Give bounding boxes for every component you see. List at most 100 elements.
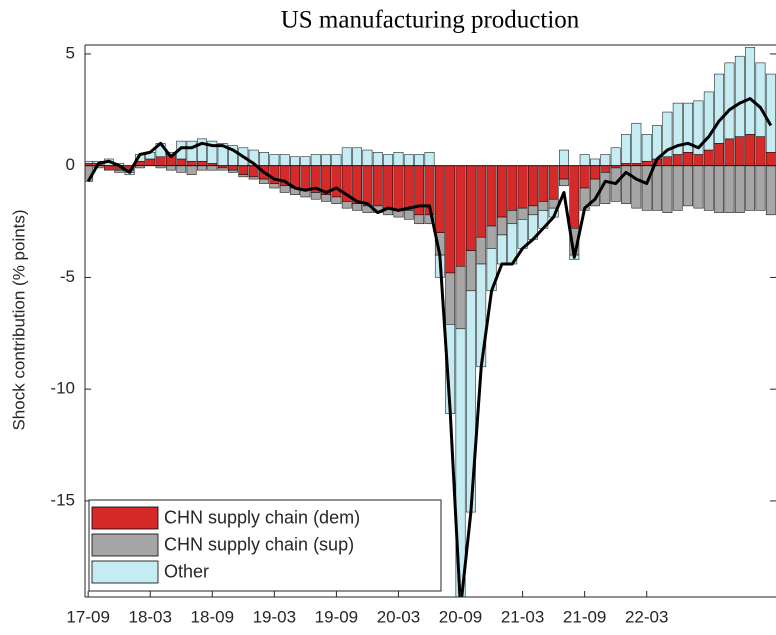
bar — [496, 234, 507, 265]
bar — [734, 165, 745, 213]
bar — [765, 152, 776, 166]
bar — [765, 73, 776, 153]
bar — [310, 154, 321, 166]
bar — [341, 147, 352, 166]
bar — [652, 125, 662, 160]
bar — [672, 165, 683, 211]
bar — [383, 154, 394, 166]
x-tick-label: 21-09 — [563, 607, 606, 626]
bar — [714, 73, 725, 144]
y-tick-label: -15 — [50, 490, 75, 509]
bar — [724, 62, 735, 140]
bar — [362, 149, 373, 166]
bar — [538, 201, 549, 211]
bar — [465, 250, 476, 292]
bar — [300, 165, 311, 191]
bar — [755, 165, 766, 211]
x-tick-label: 20-03 — [377, 607, 420, 626]
bar — [176, 158, 187, 166]
y-axis-label: Shock contribution (% points) — [9, 209, 28, 430]
bar — [465, 165, 476, 251]
bar — [703, 91, 714, 151]
bar — [321, 154, 331, 166]
bar — [662, 111, 673, 157]
bar — [631, 165, 642, 209]
bar — [486, 165, 497, 227]
legend-swatch — [91, 506, 159, 530]
bar — [600, 165, 611, 173]
plot-area — [85, 46, 776, 597]
bar — [507, 165, 518, 211]
total-line — [86, 97, 773, 597]
bar — [600, 154, 611, 166]
y-tick-label: -5 — [60, 267, 75, 286]
bar — [724, 165, 735, 213]
bar — [455, 328, 466, 597]
bar — [672, 154, 683, 166]
bar — [383, 165, 394, 209]
bar — [341, 201, 352, 209]
bar — [207, 140, 218, 164]
bar — [279, 154, 290, 166]
bar — [590, 158, 600, 166]
bar — [186, 140, 197, 162]
bar — [114, 169, 125, 173]
legend-swatch — [91, 560, 159, 584]
bar — [486, 225, 497, 249]
bar — [414, 214, 425, 225]
bar — [403, 210, 414, 220]
axes: -15 -10 -5 0 5 17-09 18-03 18-09 19-03 19-09 20-03… — [50, 43, 776, 626]
bar — [631, 122, 642, 164]
bar — [248, 176, 259, 180]
bar — [693, 165, 704, 209]
legend-label: CHN supply chain (dem) — [164, 507, 360, 527]
bar — [703, 165, 714, 211]
bar — [145, 158, 156, 166]
bar — [641, 160, 652, 166]
bar — [693, 100, 704, 155]
bar — [434, 165, 445, 233]
bar — [724, 138, 735, 166]
bar — [745, 134, 756, 166]
bar — [176, 165, 187, 173]
y-tick-label: 5 — [66, 43, 75, 62]
bar — [672, 102, 683, 155]
bar — [352, 203, 363, 211]
bar — [517, 165, 528, 209]
bar — [197, 165, 207, 171]
bar — [238, 165, 249, 175]
legend-swatch — [91, 533, 159, 557]
bar — [755, 62, 766, 137]
bar — [186, 160, 197, 166]
chart-title: US manufacturing production — [281, 7, 580, 34]
bar — [207, 165, 218, 171]
x-tick-label: 17-09 — [66, 607, 109, 626]
bar — [424, 152, 435, 166]
legend-label: Other — [164, 561, 209, 581]
bar — [372, 165, 383, 207]
y-tick-label: 0 — [66, 155, 75, 174]
bar — [217, 167, 228, 171]
bar — [559, 149, 569, 166]
bar — [496, 165, 507, 218]
bar — [662, 165, 673, 213]
bar — [714, 143, 725, 166]
bar — [621, 134, 631, 164]
bar — [321, 194, 331, 202]
bar — [166, 165, 176, 171]
legend: CHN supply chain (dem) CHN supply chain (… — [88, 499, 442, 592]
bar — [372, 152, 383, 166]
bar — [765, 165, 776, 216]
bar — [476, 165, 487, 238]
bar — [445, 272, 456, 325]
x-tick-label: 20-09 — [439, 607, 482, 626]
bar — [683, 152, 693, 166]
bar — [734, 136, 745, 166]
bar — [290, 156, 300, 166]
bar — [507, 210, 518, 225]
bar — [579, 165, 590, 189]
x-tick-label: 19-03 — [253, 607, 296, 626]
bar — [197, 138, 207, 162]
bar — [310, 192, 321, 200]
bar — [734, 55, 745, 137]
